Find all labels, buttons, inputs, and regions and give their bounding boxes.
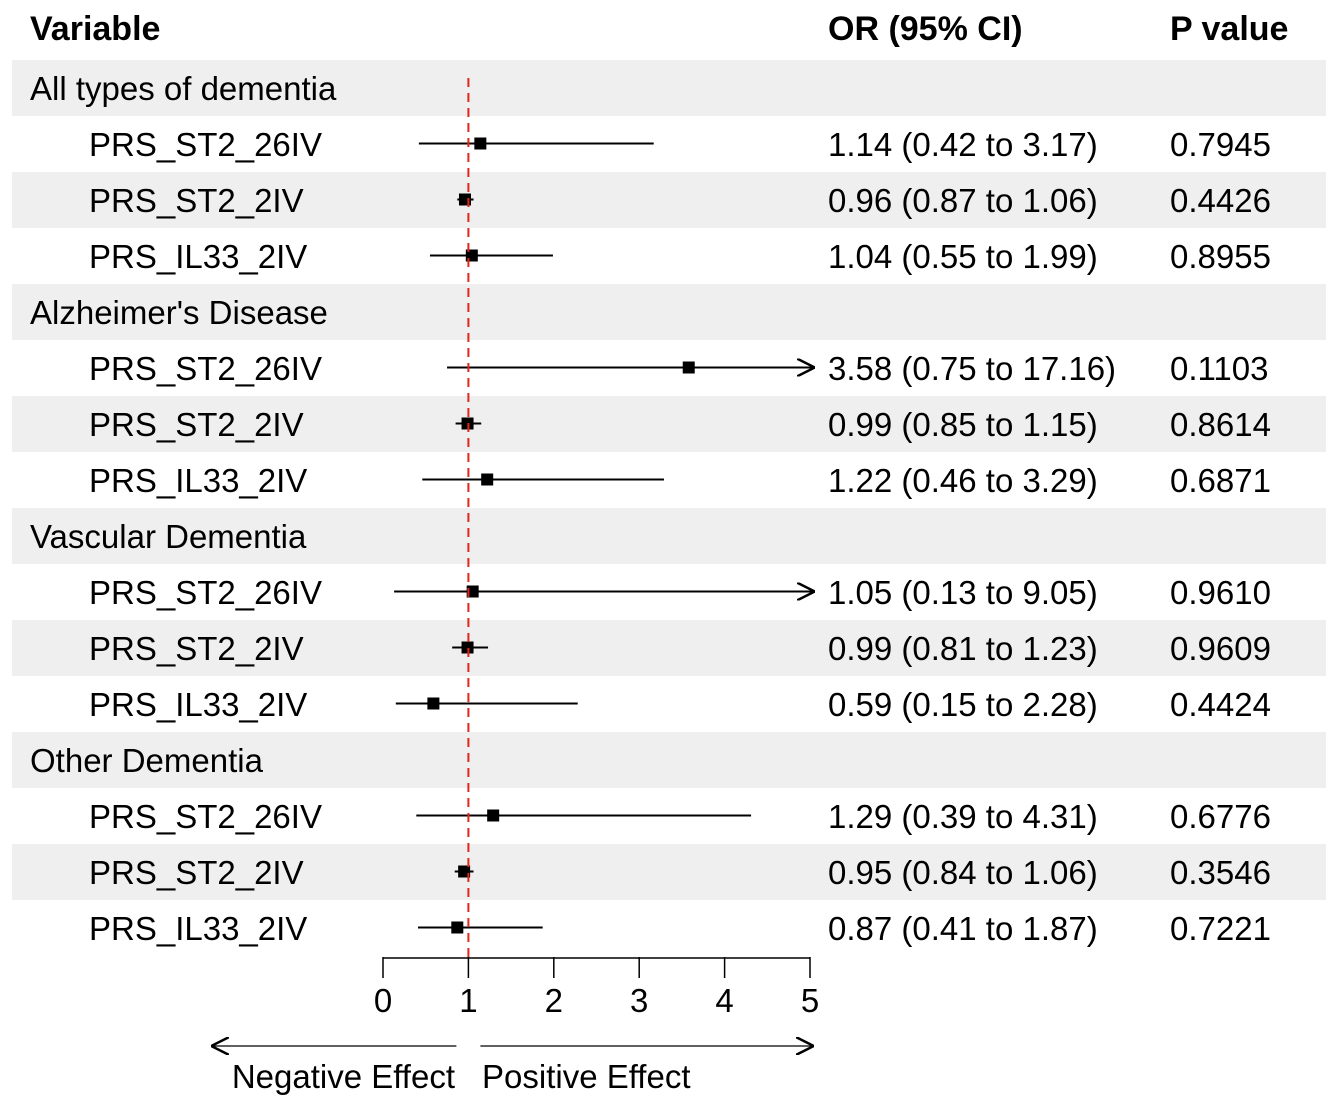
header-p-value: P value <box>1170 10 1288 48</box>
p-value: 0.9610 <box>1170 574 1271 611</box>
group-band <box>12 732 1326 788</box>
or-ci-value: 1.29 (0.39 to 4.31) <box>828 798 1098 835</box>
table-rows: All types of dementia PRS_ST2_26IV 1.14 (0… <box>30 70 1271 958</box>
point-estimate <box>466 585 479 598</box>
or-ci-value: 0.96 (0.87 to 1.06) <box>828 182 1098 219</box>
group-label: Other Dementia <box>30 742 264 779</box>
x-tick-label: 0 <box>374 982 392 1019</box>
p-value: 0.7221 <box>1170 910 1271 947</box>
row-label: PRS_IL33_2IV <box>89 910 307 947</box>
point-estimate <box>458 865 471 878</box>
row-bands <box>12 60 1326 900</box>
p-value: 0.4424 <box>1170 686 1271 723</box>
group-label: Vascular Dementia <box>30 518 307 555</box>
group-label: All types of dementia <box>30 70 337 107</box>
point-estimate <box>487 809 500 822</box>
group-band <box>12 508 1326 564</box>
group-label: Alzheimer's Disease <box>30 294 328 331</box>
or-ci-value: 0.99 (0.81 to 1.23) <box>828 630 1098 667</box>
row-label: PRS_ST2_26IV <box>89 798 322 835</box>
or-ci-value: 3.58 (0.75 to 17.16) <box>828 350 1116 387</box>
row-label: PRS_ST2_26IV <box>89 350 322 387</box>
header-row: Variable OR (95% CI) P value <box>30 10 1288 48</box>
p-value: 0.6871 <box>1170 462 1271 499</box>
p-value: 0.9609 <box>1170 630 1271 667</box>
row-band <box>12 172 1326 228</box>
header-or-ci: OR (95% CI) <box>828 10 1023 48</box>
x-tick-label: 4 <box>715 982 733 1019</box>
header-variable: Variable <box>30 10 160 48</box>
negative-effect-label: Negative Effect <box>232 1058 455 1095</box>
or-ci-value: 0.95 (0.84 to 1.06) <box>828 854 1098 891</box>
point-estimate <box>682 361 695 374</box>
row-label: PRS_ST2_26IV <box>89 574 322 611</box>
x-tick-label: 1 <box>459 982 477 1019</box>
or-ci-value: 1.05 (0.13 to 9.05) <box>828 574 1098 611</box>
row-band <box>12 396 1326 452</box>
or-ci-value: 1.22 (0.46 to 3.29) <box>828 462 1098 499</box>
point-estimate <box>481 473 494 486</box>
point-estimate <box>427 697 440 710</box>
point-estimate <box>461 641 474 654</box>
or-ci-value: 1.04 (0.55 to 1.99) <box>828 238 1098 275</box>
p-value: 0.1103 <box>1170 350 1268 387</box>
p-value: 0.8614 <box>1170 406 1271 443</box>
row-label: PRS_ST2_26IV <box>89 126 322 163</box>
group-band <box>12 284 1326 340</box>
row-band <box>12 620 1326 676</box>
group-band <box>12 60 1326 116</box>
p-value: 0.3546 <box>1170 854 1271 891</box>
or-ci-value: 1.14 (0.42 to 3.17) <box>828 126 1098 163</box>
or-ci-value: 0.59 (0.15 to 2.28) <box>828 686 1098 723</box>
row-label: PRS_ST2_2IV <box>89 630 304 667</box>
row-label: PRS_IL33_2IV <box>89 686 307 723</box>
row-label: PRS_IL33_2IV <box>89 462 307 499</box>
row-label: PRS_ST2_2IV <box>89 406 304 443</box>
or-ci-value: 0.87 (0.41 to 1.87) <box>828 910 1098 947</box>
row-band <box>12 844 1326 900</box>
or-ci-value: 0.99 (0.85 to 1.15) <box>828 406 1098 443</box>
p-value: 0.6776 <box>1170 798 1271 835</box>
p-value: 0.8955 <box>1170 238 1271 275</box>
point-estimate <box>474 137 487 150</box>
row-label: PRS_ST2_2IV <box>89 854 304 891</box>
x-tick-label: 5 <box>801 982 819 1019</box>
x-tick-label: 3 <box>630 982 648 1019</box>
row-label: PRS_ST2_2IV <box>89 182 304 219</box>
x-tick-label: 2 <box>545 982 563 1019</box>
positive-effect-label: Positive Effect <box>482 1058 691 1095</box>
row-label: PRS_IL33_2IV <box>89 238 307 275</box>
x-axis: 0 1 2 3 4 5 Negative Effect Positive Effect <box>213 957 819 1095</box>
p-value: 0.7945 <box>1170 126 1271 163</box>
point-estimate <box>451 921 464 934</box>
p-value: 0.4426 <box>1170 182 1271 219</box>
